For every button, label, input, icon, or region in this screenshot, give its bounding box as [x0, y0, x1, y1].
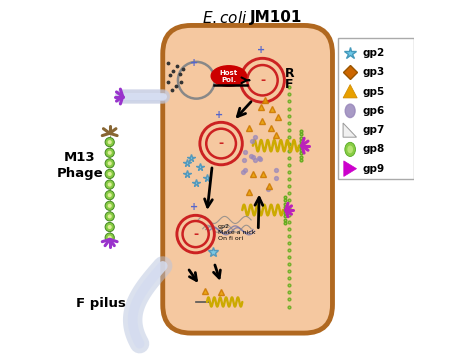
Text: gp8: gp8	[363, 144, 385, 154]
Circle shape	[105, 223, 114, 231]
Text: gp3: gp3	[363, 67, 385, 77]
Ellipse shape	[211, 66, 246, 86]
Circle shape	[108, 151, 112, 155]
Text: gp7: gp7	[363, 125, 385, 135]
Text: gp5: gp5	[363, 87, 385, 97]
Text: +: +	[215, 109, 223, 120]
Ellipse shape	[345, 104, 355, 118]
Circle shape	[105, 201, 114, 211]
Text: R: R	[285, 67, 295, 80]
Circle shape	[108, 214, 112, 218]
Ellipse shape	[347, 146, 353, 153]
Circle shape	[108, 236, 112, 240]
Text: +: +	[256, 45, 265, 55]
Text: +: +	[190, 202, 198, 212]
Text: M13
Phage: M13 Phage	[56, 151, 103, 180]
Text: Host
Pol.: Host Pol.	[220, 70, 238, 82]
Ellipse shape	[345, 142, 356, 157]
Polygon shape	[343, 84, 357, 98]
Text: F: F	[285, 78, 293, 91]
Text: F pilus: F pilus	[76, 296, 126, 310]
Circle shape	[105, 137, 114, 147]
Circle shape	[108, 204, 112, 208]
Text: $\mathit{E.coli}$: $\mathit{E.coli}$	[202, 10, 247, 26]
Circle shape	[105, 159, 114, 168]
Circle shape	[108, 182, 112, 187]
Circle shape	[108, 161, 112, 165]
Circle shape	[108, 193, 112, 197]
Circle shape	[108, 172, 112, 176]
Circle shape	[108, 140, 112, 144]
Text: gp6: gp6	[363, 106, 385, 116]
Text: gp2
Make a nick
On fi ori: gp2 Make a nick On fi ori	[218, 224, 255, 241]
Text: -: -	[193, 228, 198, 241]
Circle shape	[105, 148, 114, 157]
Circle shape	[108, 225, 112, 229]
FancyBboxPatch shape	[163, 26, 332, 333]
Text: +: +	[190, 58, 198, 68]
Polygon shape	[344, 161, 356, 176]
Circle shape	[105, 169, 114, 179]
Text: -: -	[260, 74, 265, 87]
Circle shape	[105, 191, 114, 200]
FancyBboxPatch shape	[338, 38, 414, 179]
Circle shape	[105, 212, 114, 221]
Polygon shape	[343, 123, 356, 137]
Text: -: -	[219, 137, 224, 150]
Text: JM101: JM101	[249, 10, 302, 24]
Text: gp2: gp2	[363, 48, 385, 58]
Circle shape	[105, 180, 114, 189]
Text: gp9: gp9	[363, 164, 385, 174]
Circle shape	[105, 233, 114, 242]
